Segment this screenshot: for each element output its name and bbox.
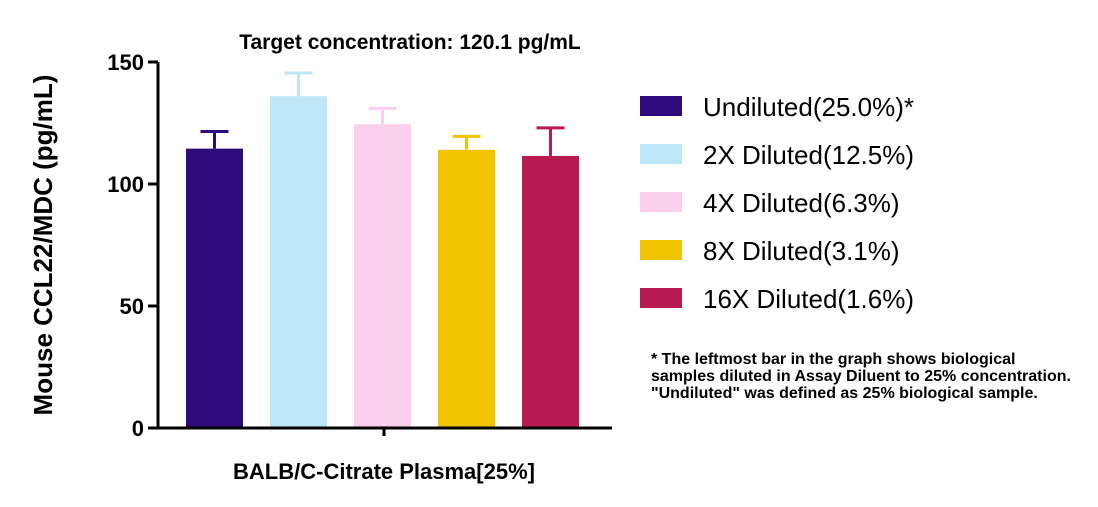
y-tick-label: 100 [107,172,144,197]
bar-2 [270,96,327,428]
axes-group: 0 50 100 150 [107,50,612,441]
chart-title: Target concentration: 120.1 pg/mL [239,31,581,54]
bars-group [186,96,579,428]
legend-label-1: Undiluted(25.0%)* [703,92,914,122]
legend-swatch-2 [640,144,682,164]
bar-5 [522,155,579,428]
error-bars-group [200,71,565,156]
legend-label-4: 8X Diluted(3.1%) [703,236,900,266]
legend-swatch-4 [640,240,682,260]
legend-swatch-1 [640,96,682,116]
legend-swatch-3 [640,192,682,212]
y-tick-label: 0 [132,416,144,441]
footnote: * The leftmost bar in the graph shows bi… [651,351,1071,402]
y-axis-label: Mouse CCL22/MDC (pg/mL) [28,75,58,416]
y-tick-label: 50 [120,294,144,319]
bar-4 [438,149,495,428]
bar-3 [354,124,411,428]
bar-1 [186,148,243,428]
legend-swatch-5 [640,288,682,308]
legend-label-2: 2X Diluted(12.5%) [703,140,914,170]
y-tick-label: 150 [107,50,144,75]
legend-label-5: 16X Diluted(1.6%) [703,284,914,314]
legend: Undiluted(25.0%)* 2X Diluted(12.5%) 4X Dil… [640,92,914,314]
x-axis-label: BALB/C-Citrate Plasma[25%] [233,459,535,484]
legend-label-3: 4X Diluted(6.3%) [703,188,900,218]
